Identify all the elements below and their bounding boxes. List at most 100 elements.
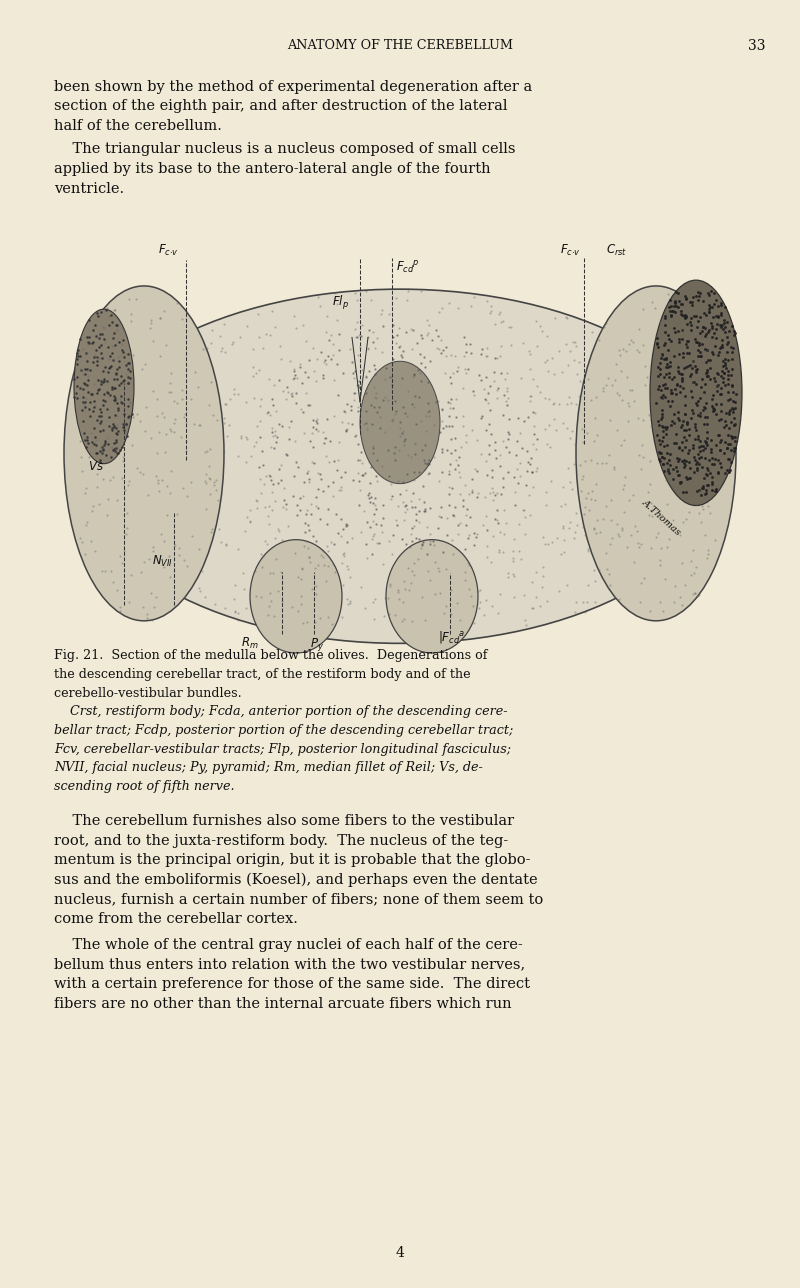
Point xyxy=(302,537,315,558)
Point xyxy=(525,447,538,468)
Point xyxy=(526,598,539,618)
Point xyxy=(462,527,474,547)
Point xyxy=(173,537,186,558)
Point xyxy=(330,309,343,330)
Point xyxy=(658,321,671,341)
Point xyxy=(497,404,510,425)
Point xyxy=(449,346,462,367)
Point xyxy=(399,479,412,500)
Point xyxy=(721,332,734,353)
Point xyxy=(86,332,98,353)
Point xyxy=(266,500,278,520)
Point xyxy=(502,567,514,587)
Point xyxy=(364,473,377,493)
Point xyxy=(672,298,685,318)
Point xyxy=(290,383,302,403)
Point xyxy=(106,312,118,332)
Point xyxy=(699,326,712,346)
Point xyxy=(232,446,245,466)
Point xyxy=(101,383,114,403)
Point xyxy=(691,443,704,464)
Point xyxy=(666,411,678,431)
Point xyxy=(98,368,110,389)
Point xyxy=(123,392,136,412)
Point xyxy=(386,408,399,429)
Point xyxy=(119,365,132,385)
Point xyxy=(250,363,263,384)
Point xyxy=(335,468,348,488)
Point xyxy=(657,417,670,438)
Point xyxy=(652,336,665,357)
Point xyxy=(266,301,278,322)
Point xyxy=(690,452,703,473)
Point xyxy=(335,509,348,529)
Point xyxy=(386,410,398,430)
Point xyxy=(713,439,726,460)
Point xyxy=(674,363,687,384)
Point xyxy=(669,322,682,343)
Point xyxy=(123,368,136,389)
Point xyxy=(302,520,315,541)
Point xyxy=(367,510,380,531)
Point xyxy=(600,542,613,563)
Point xyxy=(366,544,378,564)
Point xyxy=(687,371,700,392)
Point xyxy=(490,483,503,504)
Point xyxy=(703,358,716,379)
Point xyxy=(409,433,422,453)
Point xyxy=(243,511,256,532)
Point xyxy=(724,439,737,460)
Point xyxy=(420,421,433,442)
Point xyxy=(351,462,364,483)
Point xyxy=(359,413,372,434)
Point xyxy=(690,493,702,514)
Point xyxy=(370,450,383,470)
Point xyxy=(446,505,459,526)
Point xyxy=(705,313,718,334)
Point xyxy=(693,448,706,469)
Ellipse shape xyxy=(250,540,342,653)
Point xyxy=(678,457,691,478)
Text: ventricle.: ventricle. xyxy=(54,182,125,196)
Point xyxy=(488,348,501,368)
Point xyxy=(89,434,102,455)
Point xyxy=(206,319,219,340)
Point xyxy=(405,523,418,544)
Point xyxy=(442,464,455,484)
Point xyxy=(678,304,691,325)
Point xyxy=(174,428,187,448)
Point xyxy=(679,385,692,406)
Point xyxy=(677,482,690,502)
Point xyxy=(355,359,368,380)
Point xyxy=(553,340,566,361)
Point xyxy=(658,447,670,468)
Point xyxy=(287,361,300,381)
Point xyxy=(373,397,386,417)
Point xyxy=(147,537,160,558)
Point xyxy=(708,450,721,470)
Point xyxy=(474,370,487,390)
Point xyxy=(301,462,314,483)
Point xyxy=(440,524,453,545)
Point xyxy=(404,537,417,558)
Point xyxy=(678,358,690,379)
Point xyxy=(327,370,340,390)
Point xyxy=(126,406,139,426)
Point xyxy=(86,321,99,341)
Point xyxy=(461,498,474,519)
Point xyxy=(368,377,381,398)
Point xyxy=(90,303,103,323)
Point xyxy=(290,318,302,339)
Point xyxy=(567,455,580,475)
Point xyxy=(426,531,439,551)
Point xyxy=(693,335,706,355)
Point xyxy=(683,392,696,412)
Point xyxy=(709,335,722,355)
Point xyxy=(524,505,537,526)
Point xyxy=(360,383,373,403)
Point xyxy=(81,426,94,447)
Point xyxy=(702,301,715,322)
Point xyxy=(421,325,434,345)
Point xyxy=(686,291,699,312)
Point xyxy=(125,435,138,456)
